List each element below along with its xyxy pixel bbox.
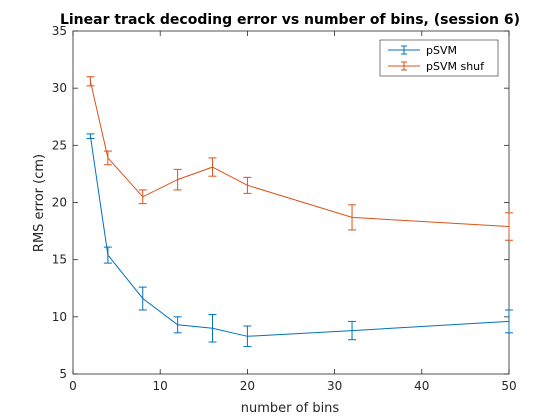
series-line-0	[89, 136, 510, 337]
y-tick-label: 15	[52, 253, 67, 267]
x-tick-label: 10	[153, 379, 168, 393]
y-tick-label: 20	[52, 196, 67, 210]
legend-entry: pSVM shuf	[426, 60, 485, 73]
y-tick-label: 35	[52, 24, 67, 38]
y-tick-label: 5	[59, 367, 67, 381]
x-tick-label: 50	[501, 379, 516, 393]
y-tick-label: 10	[52, 310, 67, 324]
legend-box	[379, 39, 499, 77]
y-axis-label: RMS error (cm)	[32, 154, 47, 252]
legend-entry: pSVM	[426, 44, 457, 57]
x-tick-label: 20	[240, 379, 255, 393]
x-tick-label: 40	[414, 379, 429, 393]
y-tick-label: 30	[52, 81, 67, 95]
x-axis-label: number of bins	[241, 401, 340, 416]
x-tick-label: 30	[327, 379, 342, 393]
x-tick-label: 0	[69, 379, 77, 393]
axes-box	[72, 30, 510, 375]
y-tick-label: 25	[52, 138, 67, 152]
series-line-1	[89, 81, 510, 227]
plot-area: 0 10 20 30 40 50 5 10 15 20 25 30 35 pSVM pSVM shuf	[52, 24, 517, 393]
chart-title: Linear track decoding error vs number of…	[60, 12, 520, 28]
